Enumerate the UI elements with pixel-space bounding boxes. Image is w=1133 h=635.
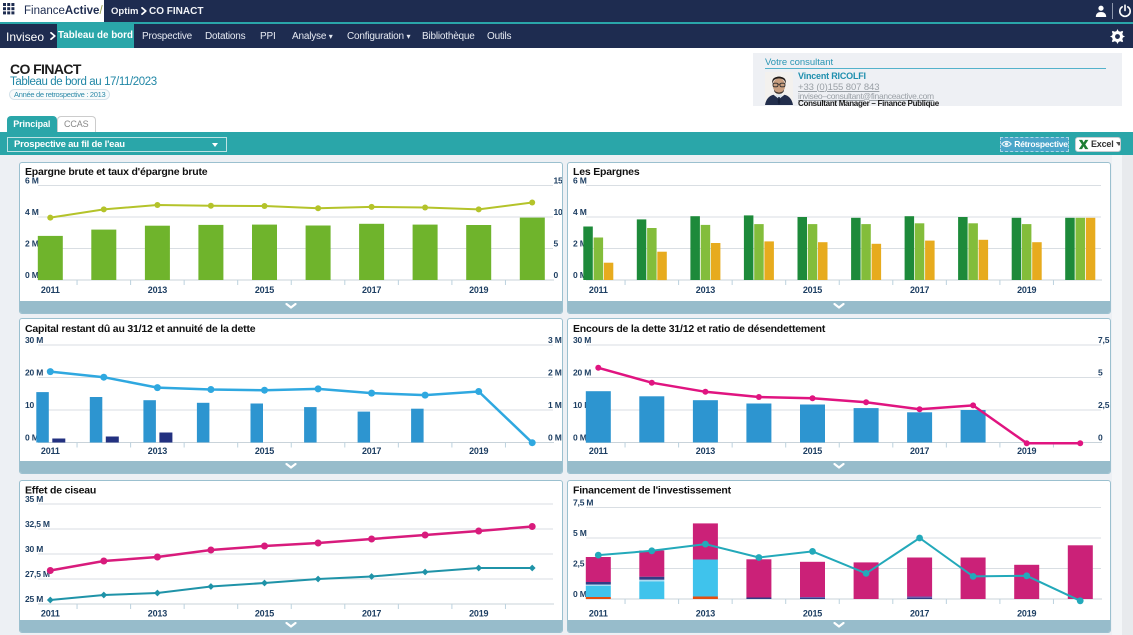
svg-text:0 M: 0 M [25,270,39,280]
svg-text:Encours de la dette 31/12 et r: Encours de la dette 31/12 et ratio de dé… [573,323,826,335]
svg-text:2019: 2019 [1017,285,1036,295]
svg-text:1 M: 1 M [548,400,562,410]
svg-text:15: 15 [554,176,563,186]
svg-text:2011: 2011 [41,285,60,295]
svg-text:5 M: 5 M [573,528,587,538]
svg-text:2011: 2011 [588,446,607,456]
svg-text:2011: 2011 [41,609,60,619]
svg-text:2015: 2015 [802,446,821,456]
svg-text:2011: 2011 [41,446,60,456]
svg-text:0: 0 [554,270,559,280]
svg-text:Les Epargnes: Les Epargnes [573,166,640,178]
svg-text:2019: 2019 [469,285,488,295]
svg-text:2,5: 2,5 [1098,400,1110,410]
svg-text:0 M: 0 M [573,433,587,443]
svg-text:Capital restant dû au 31/12 et: Capital restant dû au 31/12 et annuité d… [25,323,256,335]
svg-text:7,5: 7,5 [1098,335,1110,345]
svg-text:2013: 2013 [148,446,167,456]
svg-text:0: 0 [1098,433,1103,443]
svg-text:2013: 2013 [148,609,167,619]
svg-text:Effet de ciseau: Effet de ciseau [25,485,96,497]
svg-text:2015: 2015 [802,609,821,619]
svg-text:3 M: 3 M [548,335,562,345]
svg-text:6 M: 6 M [573,176,587,186]
svg-text:2019: 2019 [1017,446,1036,456]
svg-text:2013: 2013 [695,609,714,619]
svg-text:2,5 M: 2,5 M [573,559,593,569]
svg-text:5: 5 [554,239,559,249]
svg-text:20 M: 20 M [573,368,591,378]
svg-text:2015: 2015 [802,285,821,295]
svg-text:2011: 2011 [588,285,607,295]
svg-text:2013: 2013 [695,285,714,295]
svg-text:32,5 M: 32,5 M [25,519,50,529]
svg-text:10 M: 10 M [573,400,591,410]
svg-text:2017: 2017 [909,285,928,295]
svg-text:2019: 2019 [469,609,488,619]
svg-text:6 M: 6 M [25,176,39,186]
svg-text:10 M: 10 M [25,400,43,410]
svg-text:2017: 2017 [362,285,381,295]
svg-text:2017: 2017 [362,446,381,456]
svg-text:25 M: 25 M [25,594,43,604]
svg-text:30 M: 30 M [25,335,43,345]
svg-text:2015: 2015 [255,609,274,619]
svg-text:0 M: 0 M [573,589,587,599]
svg-text:2 M: 2 M [573,239,587,249]
svg-text:27,5 M: 27,5 M [25,569,50,579]
svg-text:4 M: 4 M [25,207,39,217]
svg-text:2017: 2017 [909,446,928,456]
svg-text:2 M: 2 M [25,239,39,249]
svg-text:2011: 2011 [588,609,607,619]
svg-text:20 M: 20 M [25,368,43,378]
svg-text:2019: 2019 [469,446,488,456]
svg-text:30 M: 30 M [25,544,43,554]
svg-text:5: 5 [1098,368,1103,378]
svg-text:2015: 2015 [255,446,274,456]
svg-text:Epargne brute et taux d'épargn: Epargne brute et taux d'épargne brute [25,166,208,178]
svg-text:2015: 2015 [255,285,274,295]
svg-text:Financement de l'investissemen: Financement de l'investissement [573,485,732,497]
svg-text:4 M: 4 M [573,207,587,217]
svg-text:0 M: 0 M [573,270,587,280]
svg-text:10: 10 [554,207,563,217]
svg-text:0 M: 0 M [548,433,562,443]
svg-text:35 M: 35 M [25,494,43,504]
svg-text:7,5 M: 7,5 M [573,498,593,508]
svg-text:2017: 2017 [909,609,928,619]
svg-text:2013: 2013 [148,285,167,295]
svg-text:0 M: 0 M [25,433,39,443]
svg-text:2019: 2019 [1017,609,1036,619]
svg-text:2013: 2013 [695,446,714,456]
svg-text:30 M: 30 M [573,335,591,345]
svg-text:2 M: 2 M [548,368,562,378]
svg-text:2017: 2017 [362,609,381,619]
